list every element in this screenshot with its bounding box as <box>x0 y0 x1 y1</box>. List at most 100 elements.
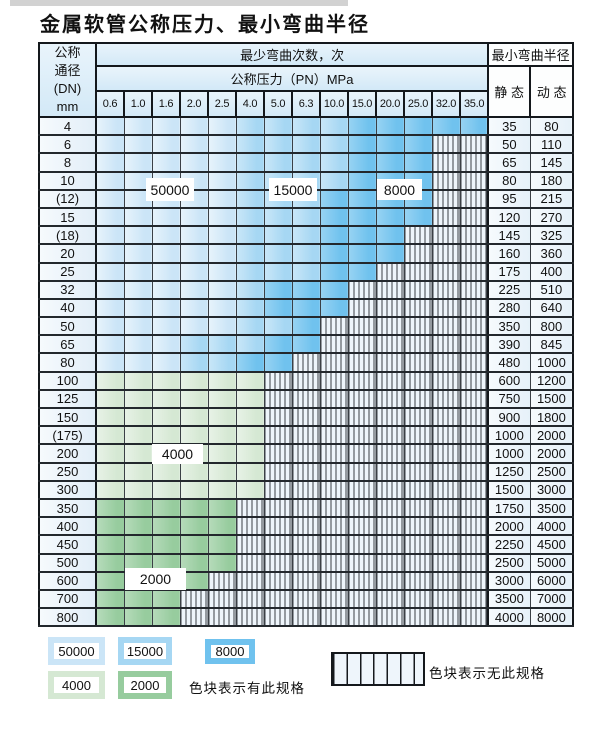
no-spec-cell <box>431 534 461 555</box>
no-spec-cell <box>179 588 209 610</box>
spec-cell <box>151 370 181 391</box>
spec-cell <box>291 316 321 337</box>
no-spec-cell <box>431 497 461 519</box>
spec-cell <box>179 152 209 173</box>
no-spec-cell <box>403 316 433 337</box>
dn-cell: 4 <box>38 115 97 137</box>
pressure-col-header: 2.5 <box>207 90 237 118</box>
no-spec-cell <box>347 461 377 482</box>
no-spec-cell <box>431 388 461 410</box>
spec-cell <box>375 206 405 228</box>
no-spec-cell <box>375 334 405 355</box>
no-spec-cell <box>431 279 461 300</box>
no-spec-cell <box>459 425 489 446</box>
table-row: 300 1500 3000 <box>38 479 574 500</box>
dynamic-radius-cell: 180 <box>529 170 574 191</box>
no-spec-cell <box>347 297 377 319</box>
pressure-table: 公称 通径 (DN) mm 最少弯曲次数，次 最小弯曲半径 公称压力（PN）MP… <box>38 42 575 628</box>
spec-cell <box>263 334 293 355</box>
zone-label-2000: 2000 <box>125 568 186 590</box>
spec-cell <box>291 206 321 228</box>
no-spec-cell <box>319 316 349 337</box>
dn-cell: 10 <box>38 170 97 191</box>
spec-cell <box>207 225 237 246</box>
dynamic-radius-cell: 2500 <box>529 461 574 482</box>
spec-cell <box>95 152 125 173</box>
spec-cell <box>291 115 321 137</box>
table-row: 700 3500 7000 <box>38 588 574 610</box>
spec-cell <box>235 206 265 228</box>
spec-cell <box>207 334 237 355</box>
dn-cell: 6 <box>38 134 97 155</box>
spec-cell <box>151 316 181 337</box>
no-spec-cell <box>403 388 433 410</box>
static-radius-cell: 95 <box>487 188 531 209</box>
spec-cell <box>151 497 181 519</box>
static-radius-cell: 80 <box>487 170 531 191</box>
spec-cell <box>319 297 349 319</box>
legend-has-spec-text: 色块表示有此规格 <box>189 681 305 696</box>
spec-cell <box>291 279 321 300</box>
spec-cell <box>179 534 209 555</box>
spec-cell <box>263 152 293 173</box>
dn-cell: (12) <box>38 188 97 209</box>
no-spec-cell <box>347 588 377 610</box>
static-radius-cell: 480 <box>487 352 531 373</box>
table-body: 4 35 80 6 50 110 8 65 145 10 80 180 (12) 95 215 15 120 27… <box>38 115 574 628</box>
cycles-header: 最少弯曲次数，次 <box>94 42 490 67</box>
spec-cell <box>207 279 237 300</box>
spec-cell <box>151 425 181 446</box>
static-radius-cell: 280 <box>487 297 531 319</box>
spec-cell <box>207 206 237 228</box>
spec-cell <box>179 479 209 500</box>
spec-cell <box>347 206 377 228</box>
spec-cell <box>179 352 209 373</box>
no-spec-cell <box>459 479 489 500</box>
no-spec-cell <box>291 534 321 555</box>
spec-cell <box>151 206 181 228</box>
spec-cell <box>319 279 349 300</box>
no-spec-cell <box>291 461 321 482</box>
spec-cell <box>235 297 265 319</box>
spec-cell <box>179 115 209 137</box>
static-radius-cell: 3500 <box>487 588 531 610</box>
spec-cell <box>459 115 489 137</box>
spec-cell <box>123 316 153 337</box>
no-spec-cell <box>459 570 489 591</box>
spec-cell <box>123 225 153 246</box>
spec-cell <box>95 570 125 591</box>
no-spec-cell <box>263 425 293 446</box>
spec-cell <box>179 261 209 282</box>
no-spec-cell <box>403 497 433 519</box>
no-spec-cell <box>459 243 489 264</box>
no-spec-cell <box>403 297 433 319</box>
no-spec-cell <box>291 388 321 410</box>
no-spec-cell <box>431 334 461 355</box>
no-spec-cell <box>431 479 461 500</box>
dn-cell: 350 <box>38 497 97 519</box>
spec-cell <box>179 388 209 410</box>
static-radius-cell: 900 <box>487 406 531 428</box>
no-spec-cell <box>375 570 405 591</box>
dynamic-radius-cell: 4500 <box>529 534 574 555</box>
spec-cell <box>95 188 125 209</box>
no-spec-cell <box>431 406 461 428</box>
pressure-table-wrapper: 公称 通径 (DN) mm 最少弯曲次数，次 最小弯曲半径 公称压力（PN）MP… <box>38 42 575 628</box>
no-spec-cell <box>375 516 405 537</box>
spec-cell <box>347 261 377 282</box>
no-spec-cell <box>459 461 489 482</box>
spec-cell <box>207 552 237 573</box>
dynamic-radius-cell: 8000 <box>529 607 574 628</box>
no-spec-cell <box>459 388 489 410</box>
spec-cell <box>207 516 237 537</box>
pressure-unit-header: 公称压力（PN）MPa <box>94 65 490 92</box>
static-radius-cell: 175 <box>487 261 531 282</box>
table-row: 800 4000 8000 <box>38 607 574 628</box>
spec-cell <box>235 479 265 500</box>
no-spec-cell <box>375 352 405 373</box>
spec-cell <box>347 115 377 137</box>
spec-cell <box>291 225 321 246</box>
spec-cell <box>263 134 293 155</box>
no-spec-cell <box>347 479 377 500</box>
dn-cell: 125 <box>38 388 97 410</box>
